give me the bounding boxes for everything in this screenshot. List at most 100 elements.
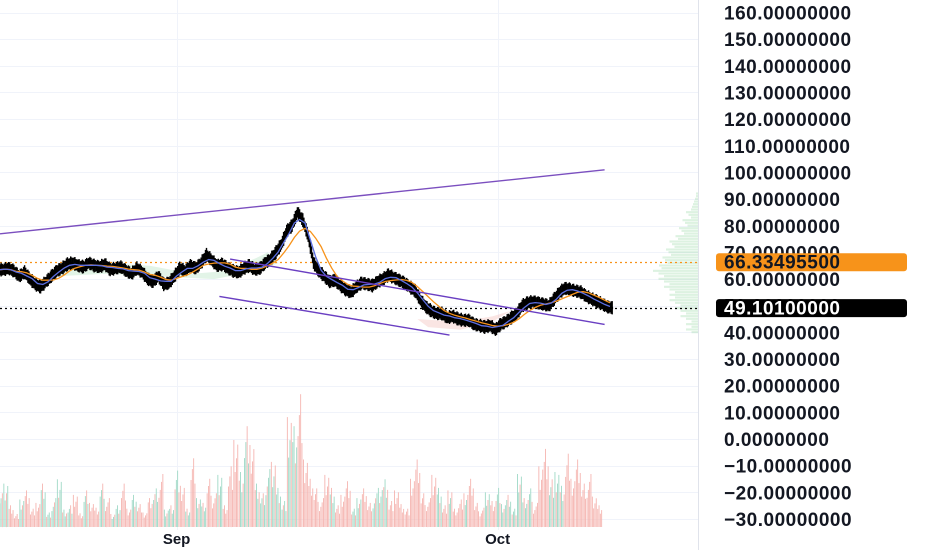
volume-profile-row [653,269,698,272]
candle-body [150,279,152,282]
candle-body [16,273,19,276]
volume-bar [404,514,406,527]
volume-bar [166,513,168,527]
candle-body [582,293,585,295]
candle-body [215,264,218,266]
volume-profile-row [658,272,698,275]
volume-bar [518,492,520,527]
volume-bar [311,495,312,527]
volume-bar [490,505,492,527]
candle-body [236,271,239,274]
volume-bar [281,509,283,527]
volume-bar [64,516,66,527]
volume-bar [249,445,251,527]
candle-body [523,304,526,306]
volume-bar [191,469,193,527]
volume-bar [250,473,252,527]
volume-bar [260,503,262,527]
volume-bar [364,501,366,527]
volume-bar [39,504,41,527]
volume-bar [567,453,569,527]
candle-body [56,270,59,272]
candle-body [217,264,220,267]
candle-body [439,313,441,315]
volume-bar [455,515,457,527]
candle-body [318,270,320,273]
volume-bar [578,483,580,527]
volume-bar [573,488,574,527]
volume-bar [543,461,545,527]
candle-body [372,284,375,286]
candle-body [346,290,349,292]
candle-body [477,325,480,327]
candle-body [553,297,556,301]
volume-bar [145,515,146,527]
volume-bar [212,508,213,527]
volume-profile-row [675,301,698,304]
volume-profile-row [686,211,698,214]
volume-bar [151,503,153,527]
candle-body [96,265,99,268]
candle-body [83,266,86,268]
volume-bar [31,511,33,527]
volume-bar [577,459,579,527]
candle-body [474,324,476,326]
candle-body [51,274,54,277]
volume-bar [406,511,407,527]
volume-bar [179,485,181,527]
candle-body [125,270,128,272]
volume-bar [487,500,489,527]
candle-body [291,225,293,227]
candle-body [560,289,563,293]
candle-body [567,288,570,290]
candle-body [444,314,447,318]
volume-bar [103,498,105,527]
volume-bar [162,474,164,527]
candle-body [178,267,181,270]
candle-body [376,281,379,283]
volume-profile-row [691,325,698,328]
volume-profile-row [659,264,698,267]
volume-profile-row [675,296,698,299]
volume-bar [341,506,343,528]
volume-bar [237,444,239,527]
volume-bar [122,490,124,527]
candle-body [350,292,352,294]
candle-body [426,306,428,310]
volume-bar [3,483,5,527]
moving-average-fast [0,218,611,329]
volume-bar [44,492,46,527]
candle-body [583,293,586,296]
volume-profile-row [691,208,698,211]
candle-body [265,262,268,264]
volume-bar [582,490,584,527]
candle-body [558,292,561,294]
time-axis[interactable]: Sep Oct [163,531,510,548]
candle-body [289,227,291,229]
volume-bar [70,505,72,527]
volume-bar [530,488,532,527]
volume-bar [381,490,383,527]
candle-body [451,315,454,317]
candle-body [165,283,167,285]
volume-profile-row [694,200,698,203]
candle-body [247,264,250,268]
candle-body [52,274,55,276]
volume-bar [308,486,310,527]
volume-profile-row [667,261,698,264]
candle-body [31,279,33,283]
candle-body [98,266,101,268]
volume-bar [468,486,470,527]
volume-bar [123,483,125,527]
volume-bar [98,511,100,527]
trend-lines[interactable] [0,169,605,336]
volume-bar [248,463,249,527]
candle-body [385,276,388,278]
price-axis-label: 110.00000000 [724,137,850,158]
volume-bar [138,507,140,527]
price-tag-bg [716,299,907,318]
volume-bar [527,500,529,527]
candle-body [87,262,90,264]
volume-bar [591,496,593,527]
